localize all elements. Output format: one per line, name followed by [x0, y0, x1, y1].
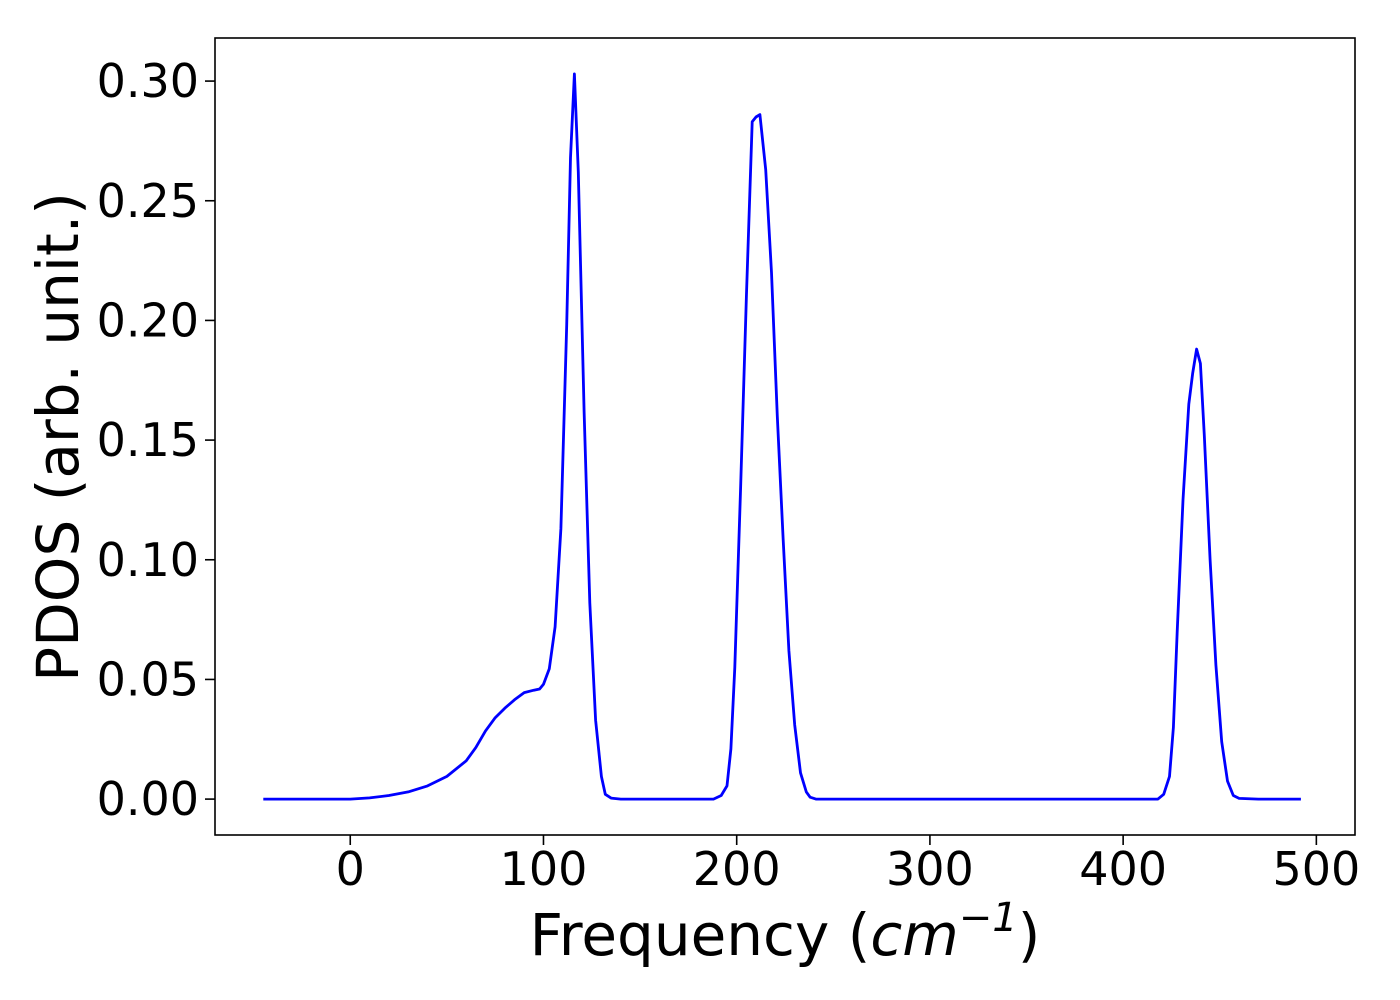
- x-axis-label-suffix: ): [1018, 901, 1041, 969]
- x-tick-label: 200: [693, 842, 781, 896]
- x-axis-label-unit: cm: [870, 901, 958, 969]
- y-tick-label: 0.25: [97, 174, 199, 228]
- y-tick-label: 0.05: [97, 652, 199, 706]
- x-axis-label-exponent: −1: [959, 895, 1018, 941]
- plot-area-frame: [214, 37, 1356, 836]
- x-axis-label-prefix: Frequency (: [530, 901, 871, 969]
- y-axis-label: PDOS (arb. unit.): [24, 192, 92, 682]
- y-axis-ticks: 0.00 0.05 0.10 0.15 0.20 0.25 0.30: [97, 54, 215, 826]
- y-tick-label: 0.10: [97, 533, 199, 587]
- x-tick-label: 500: [1272, 842, 1360, 896]
- x-tick-label: 400: [1079, 842, 1167, 896]
- x-tick-label: 300: [886, 842, 974, 896]
- x-tick-label: 100: [500, 842, 588, 896]
- x-tick-label: 0: [336, 842, 365, 896]
- y-tick-label: 0.20: [97, 293, 199, 347]
- pdos-series-line: [263, 72, 1301, 801]
- y-tick-label: 0.30: [97, 54, 199, 108]
- x-axis-label: Frequency (cm−1): [530, 895, 1041, 969]
- y-tick-label: 0.00: [97, 772, 199, 826]
- x-axis-ticks: 0 100 200 300 400 500: [336, 835, 1360, 896]
- y-tick-label: 0.15: [97, 413, 199, 467]
